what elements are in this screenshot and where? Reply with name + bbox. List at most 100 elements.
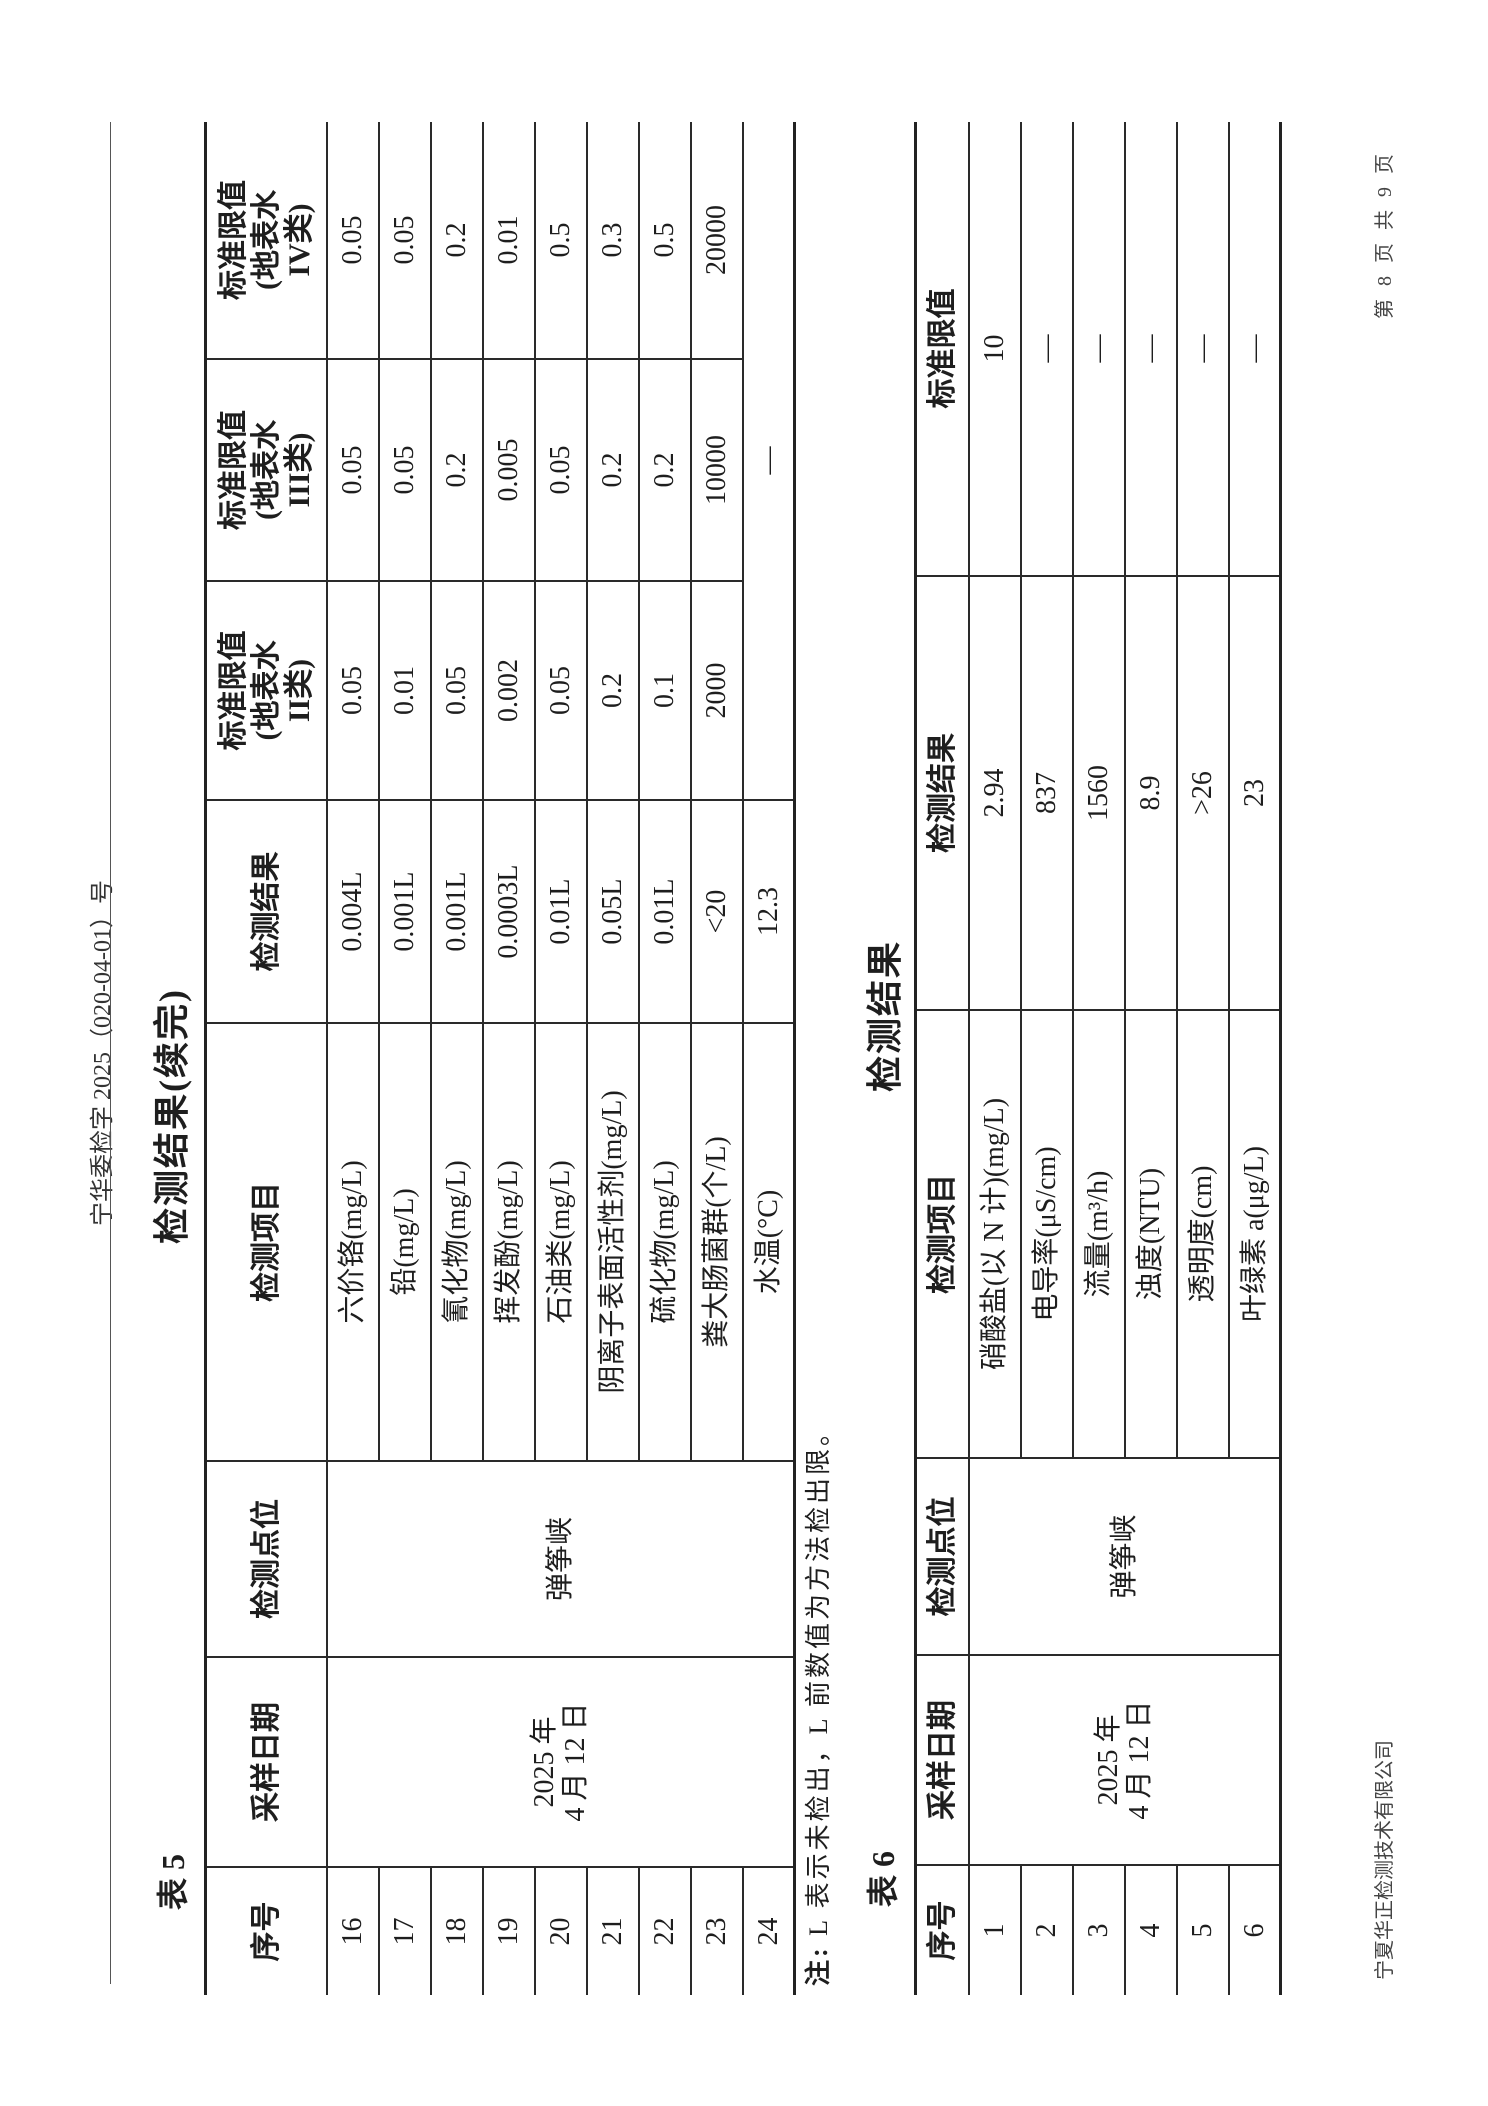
col-header-item: 检测项目 [205, 1023, 327, 1461]
test-result: 8.9 [1124, 576, 1177, 1010]
header-line: (地表水 [249, 420, 283, 520]
row-number: 2 [1020, 1865, 1073, 1995]
header-rule [110, 122, 111, 1984]
sampling-date-line: 4 月 12 日 [1124, 1700, 1156, 1820]
test-result: 0.004L [326, 800, 379, 1023]
sampling-site: 弹筝峡 [326, 1461, 795, 1657]
test-result: 2.94 [968, 576, 1021, 1010]
test-result: 837 [1020, 576, 1073, 1010]
col-header-result: 检测结果 [915, 576, 969, 1010]
test-item: 氰化物(mg/L) [430, 1023, 483, 1461]
note-prefix: 注: [804, 1945, 833, 1986]
header-line: 标准限值 [216, 410, 250, 530]
sampling-date-line: 2025 年 [1093, 1714, 1125, 1806]
col-header-site: 检测点位 [205, 1461, 327, 1657]
limit-iii: 0.2 [430, 359, 483, 581]
limit-iv: 0.01 [482, 122, 535, 359]
col-header-no: 序号 [205, 1867, 327, 1995]
limit-limit: 10 [968, 122, 1021, 576]
limit-ii: 0.05 [326, 581, 379, 800]
limit-iii: 0.05 [326, 359, 379, 581]
limit-iv: 0.3 [586, 122, 639, 359]
col-header-date: 采样日期 [915, 1655, 969, 1865]
test-result: >26 [1176, 576, 1229, 1010]
row-number: 24 [742, 1867, 795, 1995]
sampling-site: 弹筝峡 [968, 1458, 1281, 1655]
limit-limit: — [1124, 122, 1177, 576]
sampling-date-line: 4 月 12 日 [560, 1702, 592, 1822]
limit-limit: — [1072, 122, 1125, 576]
row-number: 22 [638, 1867, 691, 1995]
test-result: 0.01L [534, 800, 587, 1023]
col-header-site: 检测点位 [915, 1458, 969, 1655]
limit-iii: 0.05 [534, 359, 587, 581]
limit-ii: 0.002 [482, 581, 535, 800]
limit-limit: — [1020, 122, 1073, 576]
limit-iv: 0.05 [378, 122, 431, 359]
col-header-limit-ii: 标准限值 (地表水 II类) [205, 581, 327, 800]
limit-ii: 2000 [690, 581, 743, 800]
row-number: 1 [968, 1865, 1021, 1995]
col-header-no: 序号 [915, 1865, 969, 1995]
col-header-result: 检测结果 [205, 800, 327, 1023]
limit-merged: — [742, 122, 795, 800]
test-result: 0.01L [638, 800, 691, 1023]
row-number: 21 [586, 1867, 639, 1995]
test-result: <20 [690, 800, 743, 1023]
note-text: L 表示未检出，L 前数值为方法检出限。 [804, 1416, 833, 1946]
test-item: 粪大肠菌群(个/L) [690, 1023, 743, 1461]
test-item: 铅(mg/L) [378, 1023, 431, 1461]
test-result: 12.3 [742, 800, 795, 1023]
test-item: 阴离子表面活性剂(mg/L) [586, 1023, 639, 1461]
row-number: 17 [378, 1867, 431, 1995]
limit-ii: 0.05 [430, 581, 483, 800]
limit-ii: 0.2 [586, 581, 639, 800]
header-line: IV类) [282, 203, 316, 277]
limit-iii: 10000 [690, 359, 743, 581]
row-number: 4 [1124, 1865, 1177, 1995]
test-item: 硫化物(mg/L) [638, 1023, 691, 1461]
limit-ii: 0.01 [378, 581, 431, 800]
limit-iii: 0.2 [586, 359, 639, 581]
col-header-date: 采样日期 [205, 1657, 327, 1867]
footer-page-number: 第 8 页 共 9 页 [1374, 150, 1396, 319]
table5-title: 检测结果(续完) [152, 988, 192, 1244]
test-item: 透明度(cm) [1176, 1010, 1229, 1458]
limit-iv: 0.2 [430, 122, 483, 359]
limit-iv: 0.05 [326, 122, 379, 359]
test-item: 石油类(mg/L) [534, 1023, 587, 1461]
limit-iii: 0.05 [378, 359, 431, 581]
col-header-limit-iii: 标准限值 (地表水 III类) [205, 359, 327, 581]
row-number: 16 [326, 1867, 379, 1995]
header-line: 标准限值 [216, 180, 250, 300]
table5-header-row: 序号 采样日期 检测点位 检测项目 检测结果 标准限值 (地表水 II类) 标准… [205, 122, 327, 1995]
test-result: 1560 [1072, 576, 1125, 1010]
limit-ii: 0.05 [534, 581, 587, 800]
test-result: 23 [1228, 576, 1281, 1010]
table5-label: 表 5 [155, 1853, 191, 1910]
row-number: 20 [534, 1867, 587, 1995]
limit-iv: 0.5 [638, 122, 691, 359]
header-line: (地表水 [249, 640, 283, 741]
row-number: 23 [690, 1867, 743, 1995]
row-number: 18 [430, 1867, 483, 1995]
row-number: 19 [482, 1867, 535, 1995]
row-number: 3 [1072, 1865, 1125, 1995]
limit-iv: 20000 [690, 122, 743, 359]
limit-iv: 0.5 [534, 122, 587, 359]
table5: 序号 采样日期 检测点位 检测项目 检测结果 标准限值 (地表水 II类) 标准… [204, 122, 796, 1995]
test-result: 0.0003L [482, 800, 535, 1023]
col-header-limit-iv: 标准限值 (地表水 IV类) [205, 122, 327, 359]
test-item: 六价铬(mg/L) [326, 1023, 379, 1461]
limit-iii: 0.2 [638, 359, 691, 581]
header-line: 标准限值 [216, 630, 250, 751]
limit-iii: 0.005 [482, 359, 535, 581]
footer-company: 宁夏华正检测技术有限公司 [1374, 1740, 1396, 1980]
header-line: (地表水 [249, 190, 283, 290]
col-header-item: 检测项目 [915, 1010, 969, 1458]
header-line: III类) [282, 432, 316, 508]
